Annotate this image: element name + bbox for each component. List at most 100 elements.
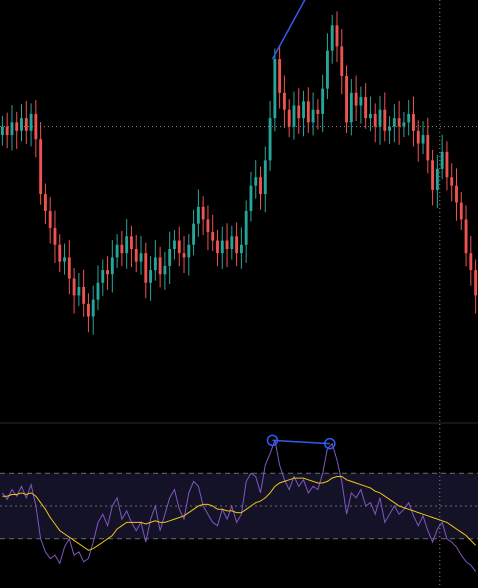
candle — [297, 88, 301, 134]
rsi-ma-line — [2, 476, 476, 551]
candle-body — [67, 257, 71, 279]
candle-body — [345, 75, 348, 123]
candle — [383, 92, 387, 142]
divergence-line[interactable] — [272, 439, 330, 445]
candle-body — [235, 236, 239, 254]
candle-body — [278, 59, 282, 93]
candle-body — [196, 206, 200, 224]
candle-body — [316, 109, 320, 114]
candle-body — [455, 185, 458, 203]
candle-body — [101, 270, 105, 283]
rsi-overlay — [266, 434, 336, 450]
candle — [20, 104, 23, 142]
divergence-anchor-end[interactable] — [324, 437, 336, 450]
candle — [82, 269, 86, 317]
candle-body — [435, 168, 439, 190]
candle-body — [39, 139, 43, 195]
candle — [287, 99, 291, 138]
candle-body — [340, 46, 344, 76]
candle-body — [450, 177, 454, 186]
candle-body — [431, 160, 435, 190]
candle-body — [63, 257, 66, 262]
divergence-anchor-start[interactable] — [266, 434, 279, 447]
candle — [110, 240, 114, 293]
candle — [63, 243, 66, 275]
candle-body — [173, 240, 176, 249]
candle-body — [464, 219, 468, 254]
candle — [192, 209, 196, 256]
candle-body — [426, 135, 430, 161]
candle-body — [149, 270, 153, 283]
candle-body — [168, 248, 172, 266]
candle-body — [392, 118, 396, 127]
candle — [435, 154, 439, 209]
candle-body — [378, 109, 382, 127]
candle-body — [5, 126, 9, 136]
candle — [67, 240, 71, 295]
candle — [244, 200, 248, 263]
candle — [316, 99, 320, 130]
candle-body — [220, 240, 224, 254]
candle-body — [459, 202, 463, 220]
candle — [378, 95, 382, 145]
candle — [58, 234, 62, 273]
candle — [345, 65, 348, 133]
candle — [149, 256, 153, 301]
candle — [144, 242, 148, 299]
candle — [392, 104, 396, 143]
candle-body — [130, 236, 133, 249]
candle-body — [187, 244, 191, 258]
candle — [211, 214, 215, 252]
candle — [325, 33, 329, 100]
candle-body — [321, 88, 325, 114]
candle-body — [282, 92, 286, 110]
candle — [201, 196, 205, 236]
candle — [369, 96, 372, 132]
candle-body — [474, 270, 478, 296]
candle — [263, 146, 267, 213]
candle — [431, 149, 435, 206]
candle — [311, 92, 315, 136]
rsi-lines — [1, 438, 477, 572]
candle — [278, 45, 282, 109]
trendline[interactable] — [271, 0, 339, 60]
candle-body — [192, 223, 196, 245]
candle — [268, 100, 272, 171]
candle — [235, 222, 239, 267]
candle-body — [292, 105, 296, 127]
candle — [91, 285, 95, 335]
candle-body — [72, 278, 76, 296]
candle — [24, 100, 28, 144]
candle-body — [125, 236, 129, 254]
candle-body — [373, 113, 377, 127]
candle — [412, 96, 415, 147]
candle-body — [440, 151, 444, 169]
candle — [125, 219, 129, 269]
candle-body — [163, 265, 167, 275]
candle — [469, 235, 473, 286]
candle — [173, 229, 176, 260]
candle — [455, 168, 458, 221]
price-pane[interactable] — [0, 0, 478, 422]
candle — [254, 159, 258, 199]
candle — [230, 225, 234, 260]
candle-body — [263, 160, 267, 195]
candle — [459, 192, 463, 230]
candle — [153, 240, 157, 281]
candle — [249, 171, 253, 222]
candle-body — [364, 97, 368, 119]
price-pane-background — [0, 0, 478, 422]
rsi-pane[interactable] — [0, 424, 478, 588]
candle — [130, 225, 133, 268]
candle — [349, 78, 353, 136]
candle-body — [239, 244, 243, 254]
candle — [440, 134, 444, 180]
candle — [196, 189, 200, 237]
candle — [259, 166, 262, 210]
candle — [416, 120, 420, 162]
candle-body — [407, 113, 411, 123]
candle-body — [10, 122, 14, 136]
candle — [364, 83, 368, 129]
candle-body — [20, 118, 23, 131]
